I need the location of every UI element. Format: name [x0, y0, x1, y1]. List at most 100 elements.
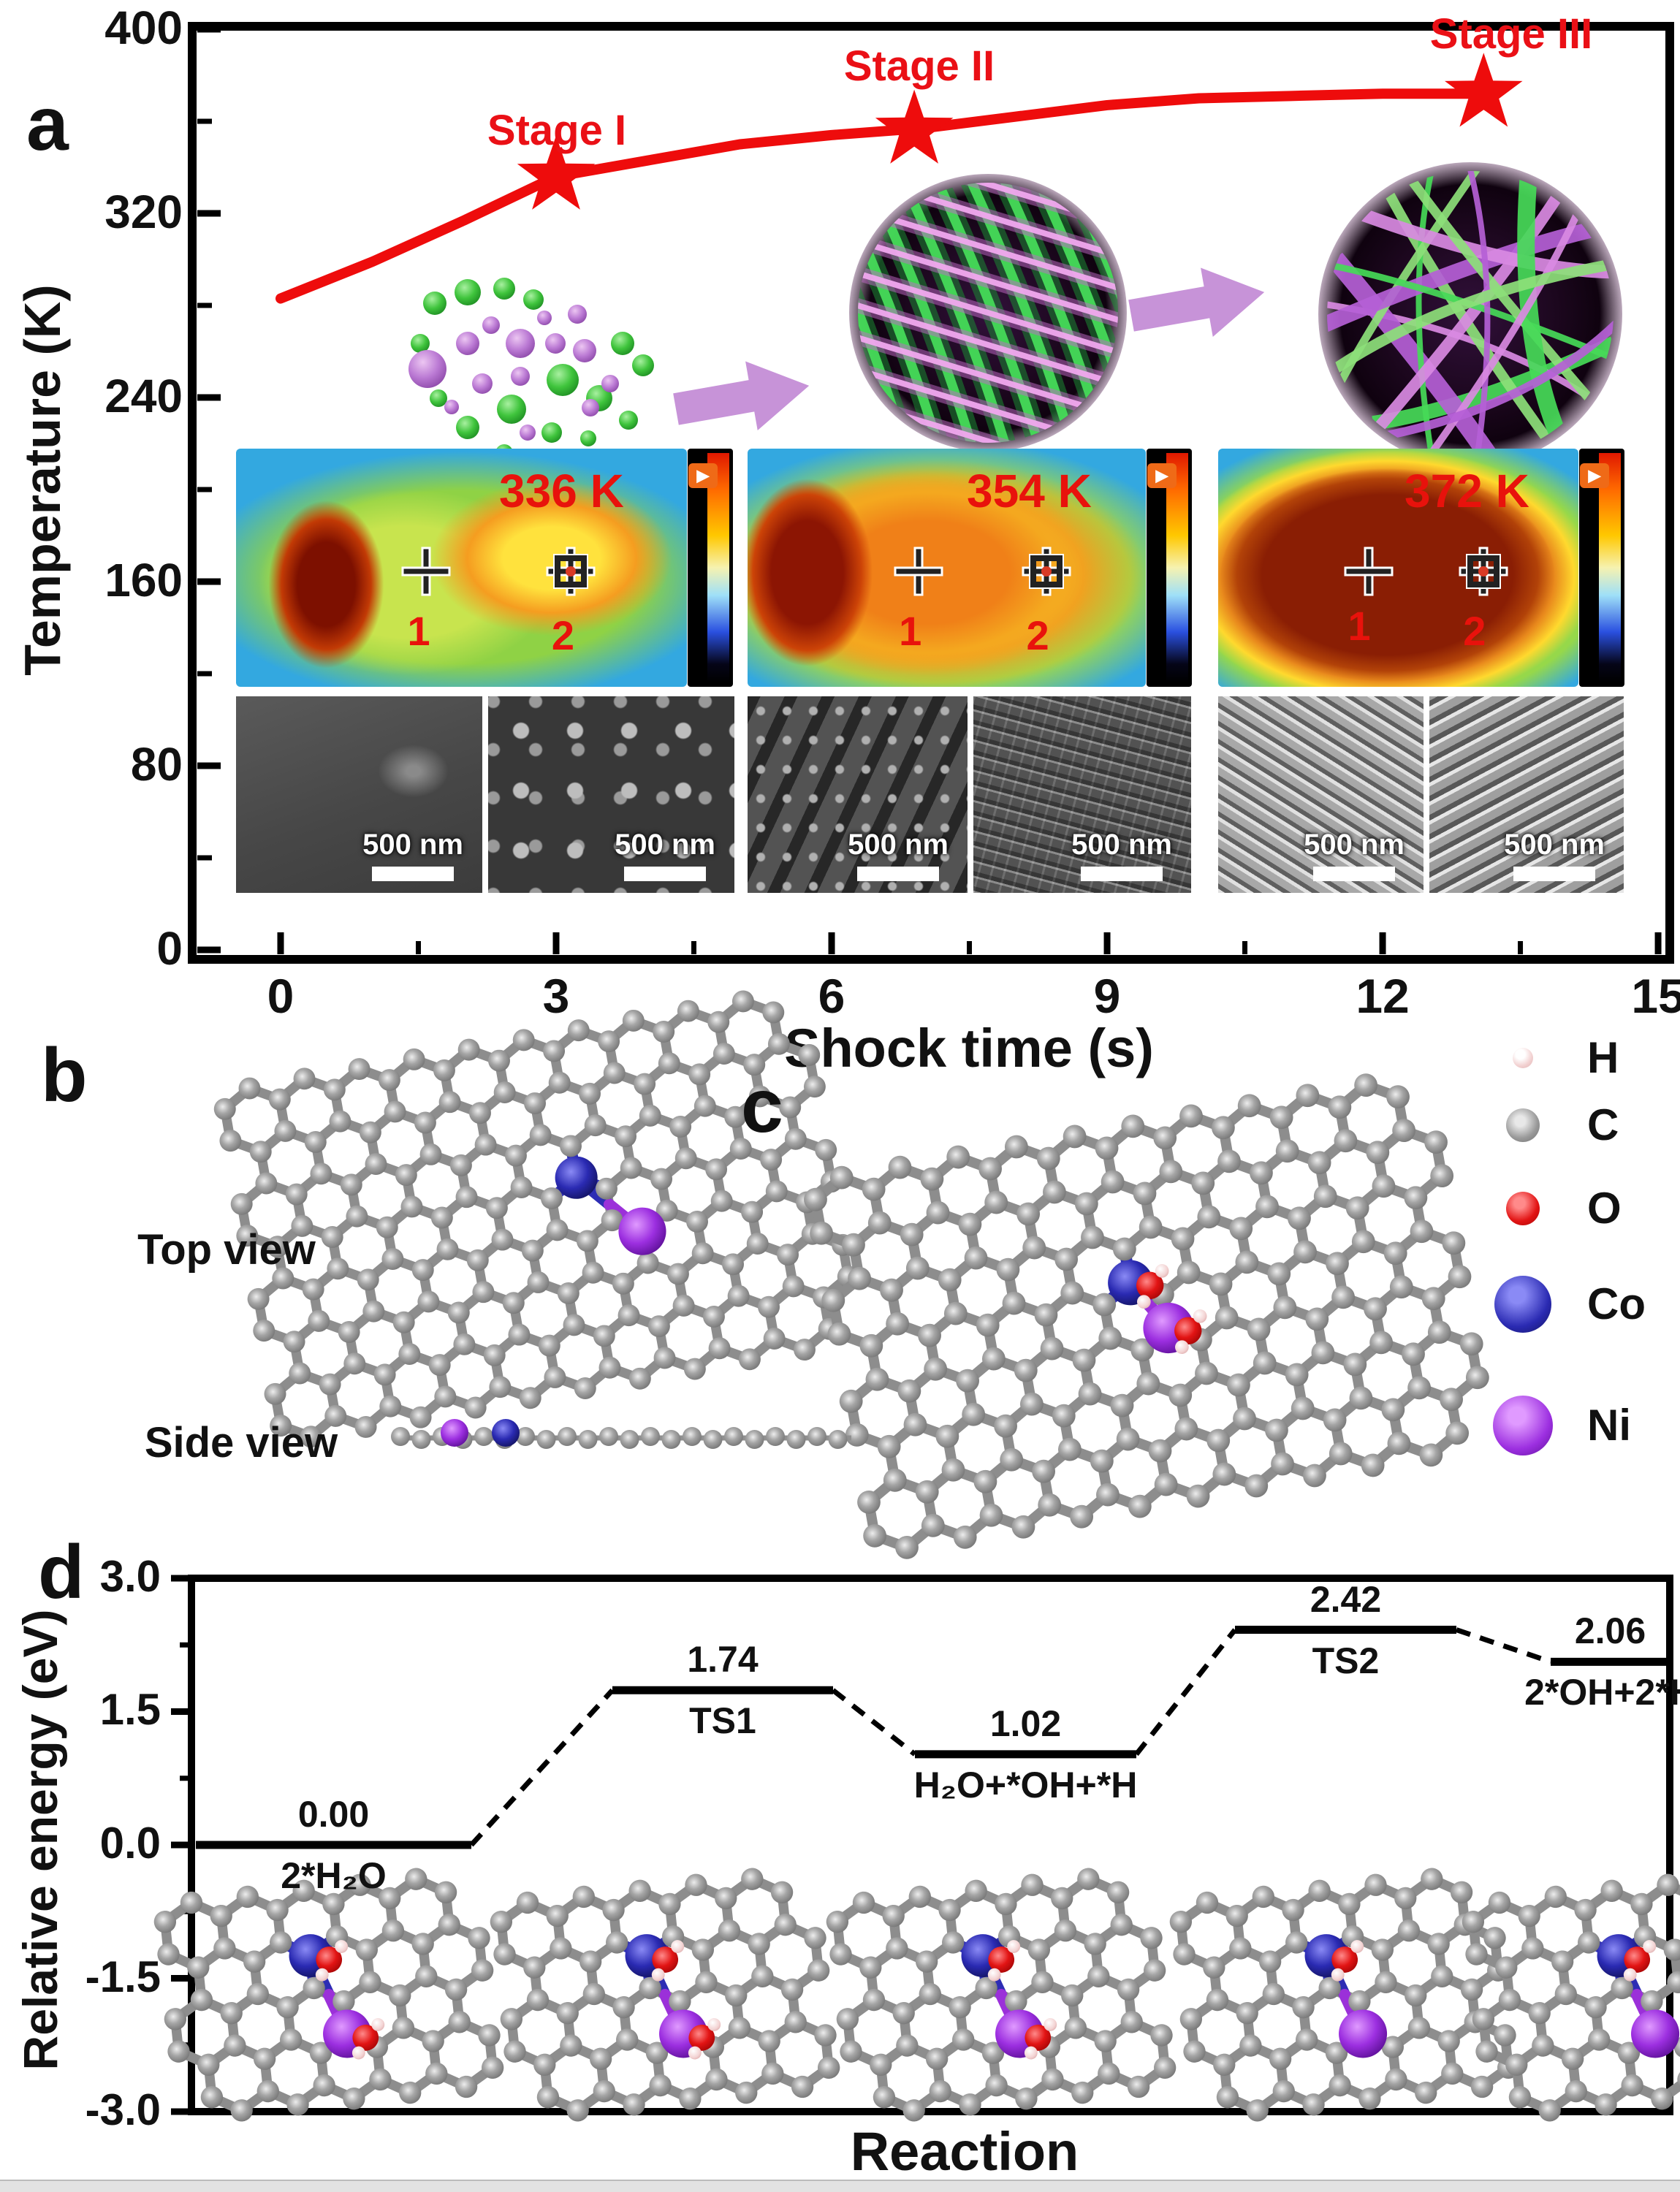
x-axis-tick-label: 6: [818, 969, 845, 1023]
h-atom: [1024, 2046, 1038, 2060]
thermal-colorbar: ▶: [1579, 449, 1624, 687]
energy-path-connector: [469, 1688, 615, 1847]
sem-image: 500 nm: [973, 696, 1191, 893]
h-atom: [1155, 1263, 1169, 1278]
legend-label: Ni: [1587, 1401, 1631, 1450]
c-atom-icon: [1506, 1108, 1540, 1142]
h-atom: [1193, 1309, 1207, 1323]
energy-state-label: H₂O+*OH+*H: [913, 1764, 1138, 1805]
y-axis-tick-label: 160: [104, 554, 183, 606]
h-atom: [315, 1968, 329, 1982]
y-axis-tick-label: 400: [104, 1, 183, 54]
energy-state-label: TS2: [1312, 1640, 1380, 1681]
co-atom-icon: [1494, 1276, 1551, 1333]
scale-bar-label: 500 nm: [362, 829, 463, 861]
panel-c-letter: c: [741, 1064, 783, 1149]
thermal-temp-label: 372 K: [1405, 465, 1529, 517]
scale-bar-line: [372, 867, 455, 881]
energy-path-connector: [1134, 1628, 1237, 1757]
energy-value-label: 1.02: [989, 1702, 1062, 1744]
dft-structure-models: [213, 990, 1489, 1559]
ni-atom: [1631, 2009, 1680, 2058]
o-atom: [1136, 1271, 1164, 1300]
spot-2-label: 2: [551, 612, 575, 659]
h-atom: [1350, 1940, 1364, 1953]
thermal-image-stage1: 336 K 1 2: [236, 449, 687, 687]
graphene-lattice: [490, 1868, 840, 2122]
colorbar-play-icon: ▶: [688, 463, 718, 488]
thermal-temp-label: 336 K: [499, 465, 624, 517]
legend-item-Co: Co: [1488, 1271, 1646, 1337]
h-atom: [651, 1968, 665, 1982]
crosshair-marker-1-icon: [1344, 547, 1394, 596]
crosshair-marker-2-icon: [1022, 547, 1071, 596]
spot-2-label: 2: [1026, 612, 1049, 659]
legend-swatch: [1488, 1108, 1558, 1142]
scale-bar: 500 nm: [1504, 830, 1605, 881]
spot-1-label: 1: [899, 607, 922, 654]
energy-state-label: 2*OH+2*H: [1524, 1672, 1680, 1713]
o-atom: [1025, 2025, 1052, 2051]
x-axis-tick-label: 3: [542, 969, 570, 1023]
h-atom: [688, 2046, 702, 2060]
stage-2-label: Stage II: [843, 42, 995, 90]
spot-1-label: 1: [1348, 603, 1371, 650]
thermal-temp-label: 354 K: [967, 465, 1092, 517]
scale-bar: 500 nm: [848, 830, 949, 881]
ni-atom-icon: [1493, 1396, 1553, 1455]
stage-3-label: Stage III: [1429, 10, 1593, 58]
h-atom: [351, 2046, 365, 2060]
energy-value-label: 0.00: [297, 1794, 370, 1835]
colorbar-gradient: [1166, 453, 1188, 682]
sem-image: 500 nm: [1218, 696, 1424, 893]
nanosheet-sphere-illustration: [1318, 162, 1622, 466]
crosshair-marker-1-icon: [401, 547, 451, 596]
ni-atom: [1339, 2009, 1388, 2058]
colorbar-play-icon: ▶: [1147, 463, 1177, 488]
energy-value-label: 2.42: [1310, 1578, 1382, 1620]
y-axis-tick-label: -3.0: [85, 2085, 161, 2134]
thermal-colorbar: ▶: [688, 449, 733, 687]
energy-value-label: 2.06: [1574, 1610, 1646, 1652]
x-axis-tick-label: 9: [1093, 969, 1121, 1023]
thermal-image-stage3: 372 K 1 2: [1218, 449, 1578, 687]
thermal-image-stage2: 354 K 1 2: [748, 449, 1146, 687]
graphene-lattice: [804, 1073, 1489, 1559]
sem-image: 500 nm: [236, 696, 482, 893]
panel-a-frame: [188, 22, 1674, 964]
scale-bar-line: [1081, 867, 1163, 881]
shock-time-temperature-chart: [188, 22, 1674, 964]
scale-bar-label: 500 nm: [848, 829, 949, 861]
legend-swatch: [1488, 1396, 1558, 1455]
scale-bar-line: [1313, 867, 1396, 881]
top-view-label: Top view: [137, 1226, 316, 1274]
scale-bar-line: [624, 867, 707, 881]
legend-item-H: H: [1488, 1029, 1619, 1087]
o-atom: [1624, 1946, 1651, 1973]
y-axis-title-temperature: Temperature (K): [14, 284, 71, 676]
panel-d-letter: d: [38, 1530, 85, 1615]
crosshair-marker-2-icon: [546, 547, 596, 596]
co-atom: [555, 1156, 598, 1199]
x-axis-tick-label: 0: [267, 969, 294, 1023]
graphene-lattice: [1462, 1873, 1680, 2122]
legend-label: Co: [1587, 1279, 1646, 1328]
y-axis-tick-label: 3.0: [99, 1551, 161, 1601]
scale-bar-label: 500 nm: [1071, 829, 1172, 861]
h-atom: [1623, 1968, 1637, 1982]
y-axis-tick-label: 240: [104, 370, 183, 422]
scale-bar-line: [857, 867, 940, 881]
co-atom: [492, 1419, 520, 1447]
page-bottom-strip: [0, 2180, 1680, 2192]
graphene-lattice: [153, 1868, 504, 2122]
reaction-energy-diagram: [153, 1575, 1680, 2122]
graphene-lattice: [826, 1868, 1177, 2122]
x-axis-tick-label: 15: [1631, 969, 1680, 1023]
y-axis-tick-label: 1.5: [99, 1685, 161, 1735]
graphene-lattice: [1169, 1868, 1520, 2122]
energy-state-label: 2*H₂O: [281, 1855, 387, 1896]
ni-atom: [441, 1419, 468, 1447]
transition-arrow-icon: [1128, 267, 1265, 338]
o-atom: [1331, 1946, 1358, 1973]
legend-item-C: C: [1488, 1096, 1619, 1154]
